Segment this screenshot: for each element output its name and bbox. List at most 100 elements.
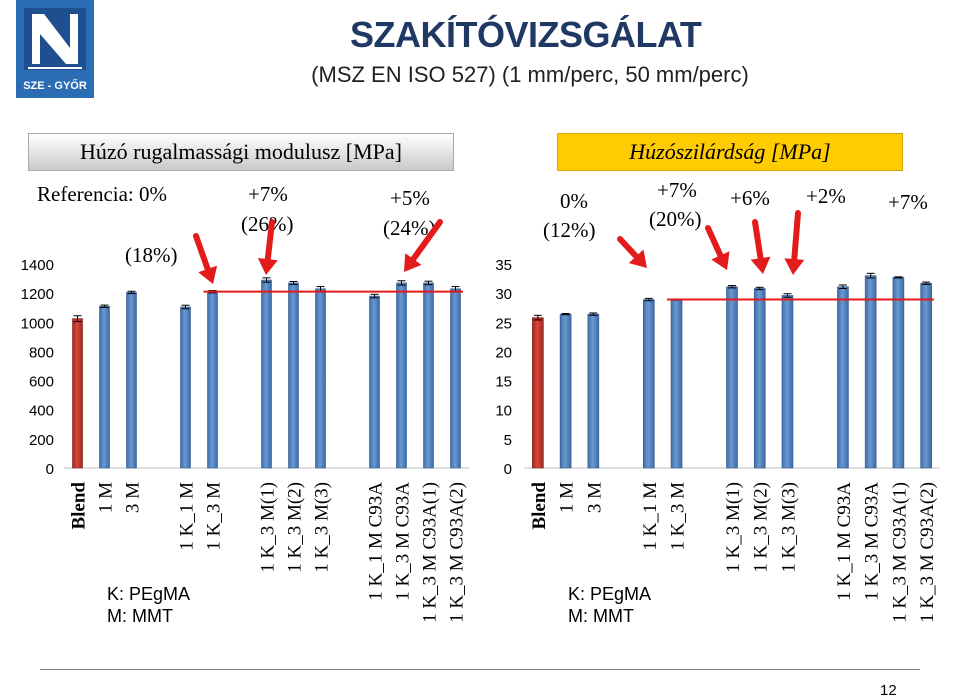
bar — [180, 306, 191, 469]
left-note-m: M: MMT — [107, 606, 173, 626]
x-tick-label: 1 K_3 M(1) — [723, 482, 744, 573]
x-tick-label: 1 K_3 M — [204, 482, 225, 551]
right-note: K: PEgMA M: MMT — [568, 583, 651, 627]
bar — [396, 282, 407, 469]
logo-text: SZE - GYŐR — [23, 79, 87, 92]
bar — [559, 313, 572, 469]
left-chart: 0 200 400 600 800 1000 1200 1400 Blend 1 M 3 M 1 K_… — [21, 257, 469, 623]
y-tick-label: 35 — [495, 257, 512, 274]
bar — [207, 291, 218, 469]
x-tick-label: 1 K_3 M C93A(1) — [420, 482, 441, 623]
x-tick-label: 1 K_3 M(1) — [258, 482, 279, 573]
bar — [920, 282, 932, 469]
y-tick-label: 0 — [46, 461, 54, 478]
y-tick-label: 1200 — [21, 286, 54, 303]
bar — [126, 292, 137, 469]
x-tick-label: 1 K_3 M — [668, 482, 689, 551]
x-tick-label: 1 K_3 M C93A(1) — [889, 482, 910, 623]
bar — [753, 288, 766, 469]
x-tick-label: 1 K_3 M(3) — [778, 482, 799, 573]
red-arrow-icon — [617, 236, 647, 268]
y-tick-label: 20 — [495, 344, 512, 361]
bar — [670, 299, 683, 469]
x-tick-label: 1 K_3 M(2) — [751, 482, 772, 573]
red-arrow-icon — [404, 219, 443, 272]
x-tick-label: 1 M — [557, 482, 578, 513]
y-tick-label: 15 — [495, 374, 512, 391]
bar — [261, 279, 272, 469]
page-title: SZAKÍTÓVIZSGÁLAT — [350, 14, 702, 55]
left-ann-26: (26%) — [241, 212, 294, 236]
x-tick-label: 1 K_3 M C93A(2) — [447, 482, 468, 623]
right-ann-plus7a: +7% — [657, 178, 697, 202]
x-tick-label: 1 K_3 M C93A(2) — [917, 482, 938, 623]
bar — [423, 282, 434, 469]
right-ann-20: (20%) — [649, 207, 702, 231]
x-tick-label: 1 K_3 M(3) — [312, 482, 333, 573]
right-ann-12: (12%) — [543, 218, 596, 242]
annotation-arrows — [193, 210, 805, 284]
y-tick-label: 1000 — [21, 315, 54, 332]
x-tick-label: 1 K_3 M C93A — [393, 482, 414, 601]
right-ann-0: 0% — [560, 189, 588, 213]
y-tick-label: 5 — [504, 432, 512, 449]
right-ann-plus6: +6% — [730, 186, 770, 210]
bar — [369, 295, 380, 469]
right-chart: 0 5 10 15 20 25 30 35 Blend 1 M 3 M 1 K_1 M 1 K_3 M 1… — [495, 257, 940, 623]
left-ann-referencia: Referencia: 0% — [37, 182, 168, 206]
right-ann-plus2: +2% — [806, 184, 846, 208]
red-arrow-icon — [750, 219, 771, 274]
bar — [450, 288, 461, 469]
red-arrow-icon — [705, 225, 730, 270]
y-tick-label: 600 — [29, 374, 54, 391]
bar — [99, 305, 110, 469]
x-tick-label: 3 M — [123, 482, 144, 513]
bar — [726, 286, 738, 469]
x-tick-label: 1 K_1 M C93A — [834, 482, 855, 601]
y-tick-label: 800 — [29, 344, 54, 361]
y-tick-label: 400 — [29, 403, 54, 420]
bar — [587, 313, 600, 469]
y-tick-label: 30 — [495, 286, 512, 303]
x-tick-label: 1 K_1 M — [640, 482, 661, 551]
right-note-m: M: MMT — [568, 606, 634, 626]
y-tick-label: 25 — [495, 315, 512, 332]
university-logo: SZE - GYŐR — [16, 0, 94, 98]
x-tick-label: 1 K_3 M(2) — [285, 482, 306, 573]
page-number: 12 — [880, 682, 897, 699]
x-tick-label: 1 M — [96, 482, 117, 513]
y-tick-label: 1400 — [21, 257, 54, 274]
footer-rule — [40, 669, 920, 670]
x-tick-label: Blend — [69, 482, 90, 530]
x-tick-label: 3 M — [584, 482, 605, 513]
bar — [642, 299, 655, 469]
right-ann-plus7b: +7% — [888, 190, 928, 214]
red-arrow-icon — [784, 210, 805, 275]
left-note: K: PEgMA M: MMT — [107, 583, 190, 627]
x-tick-label: 1 K_3 M C93A — [862, 482, 883, 601]
left-ann-plus7: +7% — [248, 182, 288, 206]
bar — [315, 288, 326, 469]
left-ann-plus5: +5% — [390, 186, 430, 210]
red-arrow-icon — [193, 233, 218, 284]
bar — [781, 295, 794, 469]
bar — [288, 282, 299, 469]
bar — [892, 277, 905, 469]
x-tick-label: Blend — [529, 482, 550, 530]
bar — [864, 275, 877, 469]
red-arrow-icon — [257, 219, 278, 275]
bar — [532, 317, 544, 469]
y-tick-label: 10 — [495, 403, 512, 420]
bar — [72, 318, 83, 469]
left-note-k: K: PEgMA — [107, 584, 191, 604]
page-subtitle: (MSZ EN ISO 527) (1 mm/perc, 50 mm/perc) — [311, 62, 749, 87]
left-chart-header: Húzó rugalmassági modulusz [MPa] — [28, 133, 454, 171]
y-tick-label: 0 — [504, 461, 512, 478]
x-tick-label: 1 K_1 M — [177, 482, 198, 551]
x-tick-label: 1 K_1 M C93A — [366, 482, 387, 601]
right-chart-header: Húzószilárdság [MPa] — [557, 133, 903, 171]
bar — [837, 286, 849, 469]
left-ann-18: (18%) — [125, 243, 178, 267]
y-tick-label: 200 — [29, 432, 54, 449]
